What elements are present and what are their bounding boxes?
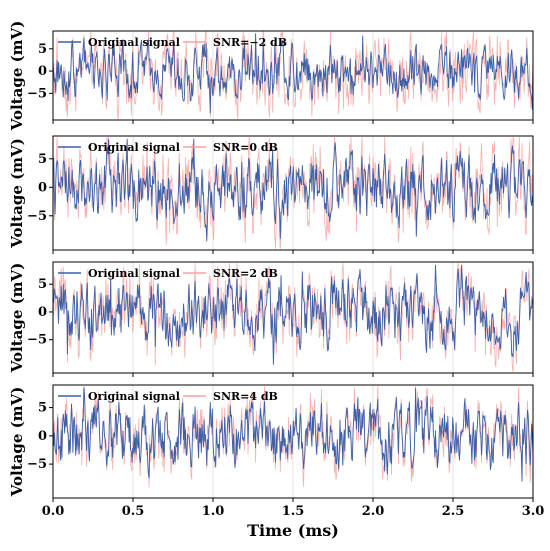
legend-label-noisy: SNR=4 dB bbox=[213, 390, 278, 403]
legend: Original signal SNR=4 dB bbox=[58, 390, 278, 403]
original-signal-line bbox=[53, 138, 533, 242]
y-axis-label: Voltage (mV) bbox=[8, 21, 26, 132]
legend: Original signal SNR=−2 dB bbox=[58, 36, 287, 49]
y-tick-label: −5 bbox=[27, 457, 47, 472]
x-axis-label: Time (ms) bbox=[247, 521, 339, 540]
original-signal-line bbox=[53, 33, 533, 114]
y-tick-label: 0 bbox=[38, 64, 47, 79]
x-tick-label: 0.5 bbox=[122, 504, 145, 519]
legend-label-noisy: SNR=0 dB bbox=[213, 141, 278, 154]
y-axis-label: Voltage (mV) bbox=[8, 138, 26, 249]
y-tick-label: 0 bbox=[38, 429, 47, 444]
y-tick-label: 0 bbox=[38, 180, 47, 195]
y-tick-label: −5 bbox=[27, 333, 47, 348]
y-axis-label: Voltage (mV) bbox=[8, 387, 26, 498]
x-tick-label: 3.0 bbox=[522, 504, 545, 519]
y-tick-label: 5 bbox=[38, 277, 47, 292]
legend: Original signal SNR=0 dB bbox=[58, 141, 278, 154]
y-tick-label: 0 bbox=[38, 305, 47, 320]
y-tick-label: −5 bbox=[27, 86, 47, 101]
y-axis-label: Voltage (mV) bbox=[8, 263, 26, 374]
legend-label-original: Original signal bbox=[88, 141, 180, 154]
x-tick-label: 1.5 bbox=[282, 504, 305, 519]
y-tick-label: 5 bbox=[38, 42, 47, 57]
y-tick-label: −5 bbox=[27, 209, 47, 224]
legend-label-original: Original signal bbox=[88, 36, 180, 49]
legend-label-original: Original signal bbox=[88, 390, 180, 403]
x-tick-label: 2.5 bbox=[442, 504, 465, 519]
x-tick-label: 2.0 bbox=[362, 504, 385, 519]
original-signal-line bbox=[53, 387, 533, 482]
legend-label-noisy: SNR=2 dB bbox=[213, 267, 278, 280]
legend-label-noisy: SNR=−2 dB bbox=[213, 36, 287, 49]
x-tick-label: 1.0 bbox=[202, 504, 225, 519]
legend: Original signal SNR=2 dB bbox=[58, 267, 278, 280]
y-tick-label: 5 bbox=[38, 401, 47, 416]
original-signal-line bbox=[53, 264, 533, 365]
y-tick-label: 5 bbox=[38, 152, 47, 167]
x-tick-label: 0.0 bbox=[42, 504, 65, 519]
legend-label-original: Original signal bbox=[88, 267, 180, 280]
